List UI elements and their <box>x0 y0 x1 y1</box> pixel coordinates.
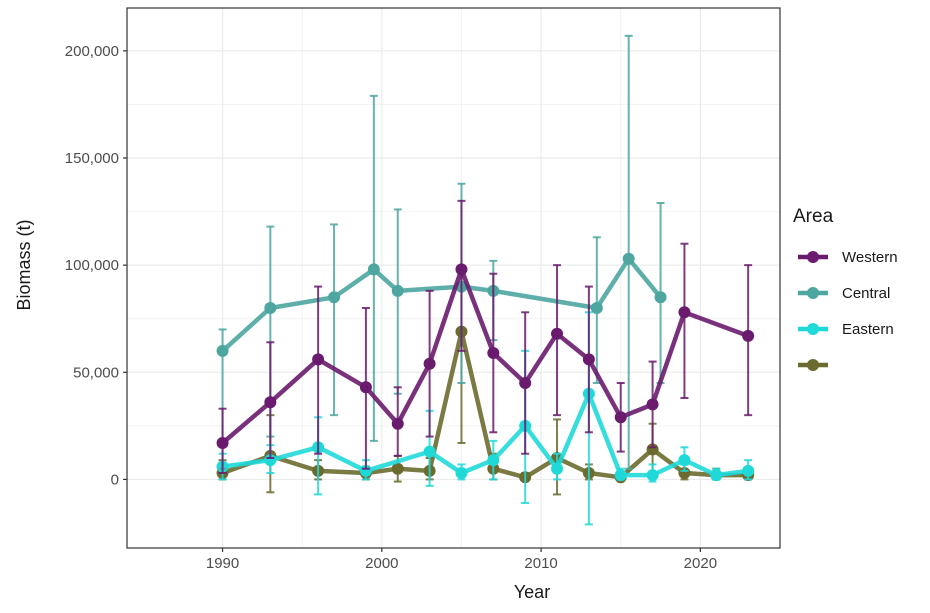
data-point <box>391 462 404 475</box>
legend-key-point <box>807 359 819 371</box>
axes-layer: 0 50,000 100,000 150,000 200,000 1990 2000 2010… <box>65 7 781 572</box>
legend-label: Western <box>842 249 898 266</box>
data-point <box>646 398 659 411</box>
data-point <box>216 344 229 357</box>
series-layer <box>216 34 755 526</box>
y-tick-label: 150,000 <box>65 150 119 167</box>
data-point <box>367 263 380 276</box>
data-point <box>710 469 723 482</box>
y-axis-title: Biomass (t) <box>14 219 34 310</box>
series-line <box>221 329 749 480</box>
data-point <box>622 252 635 265</box>
data-point <box>551 462 564 475</box>
data-point <box>551 327 564 340</box>
data-point <box>455 467 468 479</box>
data-point <box>742 464 755 477</box>
data-point <box>654 291 667 304</box>
data-point <box>590 302 603 314</box>
data-point <box>646 469 659 482</box>
y-tick-label: 100,000 <box>65 257 119 274</box>
data-point <box>614 469 627 482</box>
x-tick-label: 2010 <box>524 555 557 572</box>
data-point <box>678 306 691 319</box>
legend-key-point <box>807 287 819 299</box>
data-point <box>328 291 341 304</box>
data-point <box>264 302 277 314</box>
data-point <box>582 353 595 366</box>
data-point <box>678 454 691 467</box>
data-point <box>519 377 532 389</box>
x-tick-label: 1990 <box>206 555 239 572</box>
legend-label: Eastern <box>842 321 894 338</box>
data-point <box>359 381 372 394</box>
series-group <box>216 199 755 474</box>
x-tick-label: 2000 <box>365 555 398 572</box>
data-point <box>487 347 500 359</box>
data-point <box>264 396 277 409</box>
x-axis-title: Year <box>514 582 550 602</box>
legend-title: Area <box>793 206 834 227</box>
data-point <box>742 329 755 342</box>
series-line <box>221 256 663 353</box>
data-point <box>216 437 229 449</box>
y-tick-label: 50,000 <box>73 364 119 381</box>
legend-items: Western Central Eastern <box>798 249 898 371</box>
legend-key-point <box>807 323 819 335</box>
panel-border <box>126 7 781 549</box>
legend-key-point <box>807 251 819 263</box>
y-tick-label: 0 <box>111 471 119 488</box>
legend: Area Western Central Eastern <box>793 206 898 371</box>
x-tick-label: 2020 <box>684 555 717 572</box>
y-tick-label: 200,000 <box>65 43 119 60</box>
data-point <box>487 454 500 467</box>
data-point <box>614 411 627 424</box>
data-point <box>455 263 468 276</box>
legend-label: Central <box>842 285 890 302</box>
data-point <box>391 417 404 430</box>
data-point <box>423 445 436 458</box>
data-point <box>312 353 325 366</box>
data-point <box>423 357 436 370</box>
plot-panel <box>127 8 780 548</box>
data-point <box>391 284 404 297</box>
panel-background <box>127 8 780 548</box>
